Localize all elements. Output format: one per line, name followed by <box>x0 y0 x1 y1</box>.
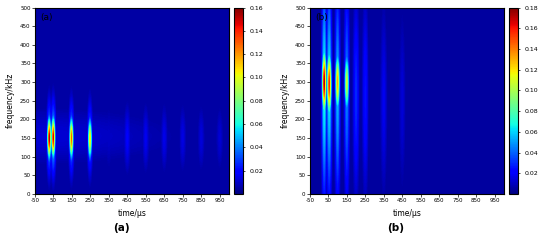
X-axis label: time/μs: time/μs <box>118 209 146 218</box>
Text: (b): (b) <box>316 13 328 22</box>
Text: (b): (b) <box>388 223 404 233</box>
Text: (a): (a) <box>41 13 53 22</box>
Y-axis label: frequency/kHz: frequency/kHz <box>6 73 14 129</box>
X-axis label: time/μs: time/μs <box>393 209 421 218</box>
Text: (a): (a) <box>113 223 129 233</box>
Y-axis label: frequency/kHz: frequency/kHz <box>280 73 289 129</box>
